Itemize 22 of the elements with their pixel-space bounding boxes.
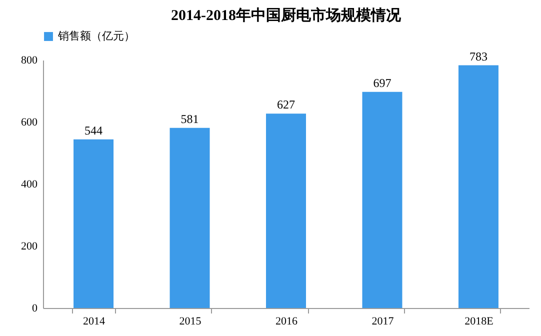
bar xyxy=(170,128,210,308)
x-tick-label: 2014 xyxy=(83,316,106,328)
x-tick-label: 2016 xyxy=(276,316,298,328)
bar xyxy=(74,139,114,308)
y-tick-label: 0 xyxy=(32,302,38,314)
y-tick-label: 800 xyxy=(21,54,38,66)
y-tick-label: 200 xyxy=(21,240,38,252)
bar xyxy=(362,92,402,308)
data-label: 581 xyxy=(180,112,199,126)
legend-label: 销售额（亿元） xyxy=(57,30,135,42)
y-tick-label: 400 xyxy=(21,178,38,190)
x-tick-label: 2018E xyxy=(464,316,494,328)
data-label: 627 xyxy=(277,98,295,112)
chart-title: 2014-2018年中国厨电市场规模情况 xyxy=(171,6,402,24)
bar xyxy=(266,114,306,308)
x-tick-label: 2015 xyxy=(179,316,202,328)
x-tick-label: 2017 xyxy=(372,316,394,328)
data-label: 783 xyxy=(469,49,488,64)
data-label: 697 xyxy=(373,76,392,90)
data-label: 544 xyxy=(84,123,103,138)
bar xyxy=(458,65,498,308)
y-tick-label: 600 xyxy=(21,116,38,128)
